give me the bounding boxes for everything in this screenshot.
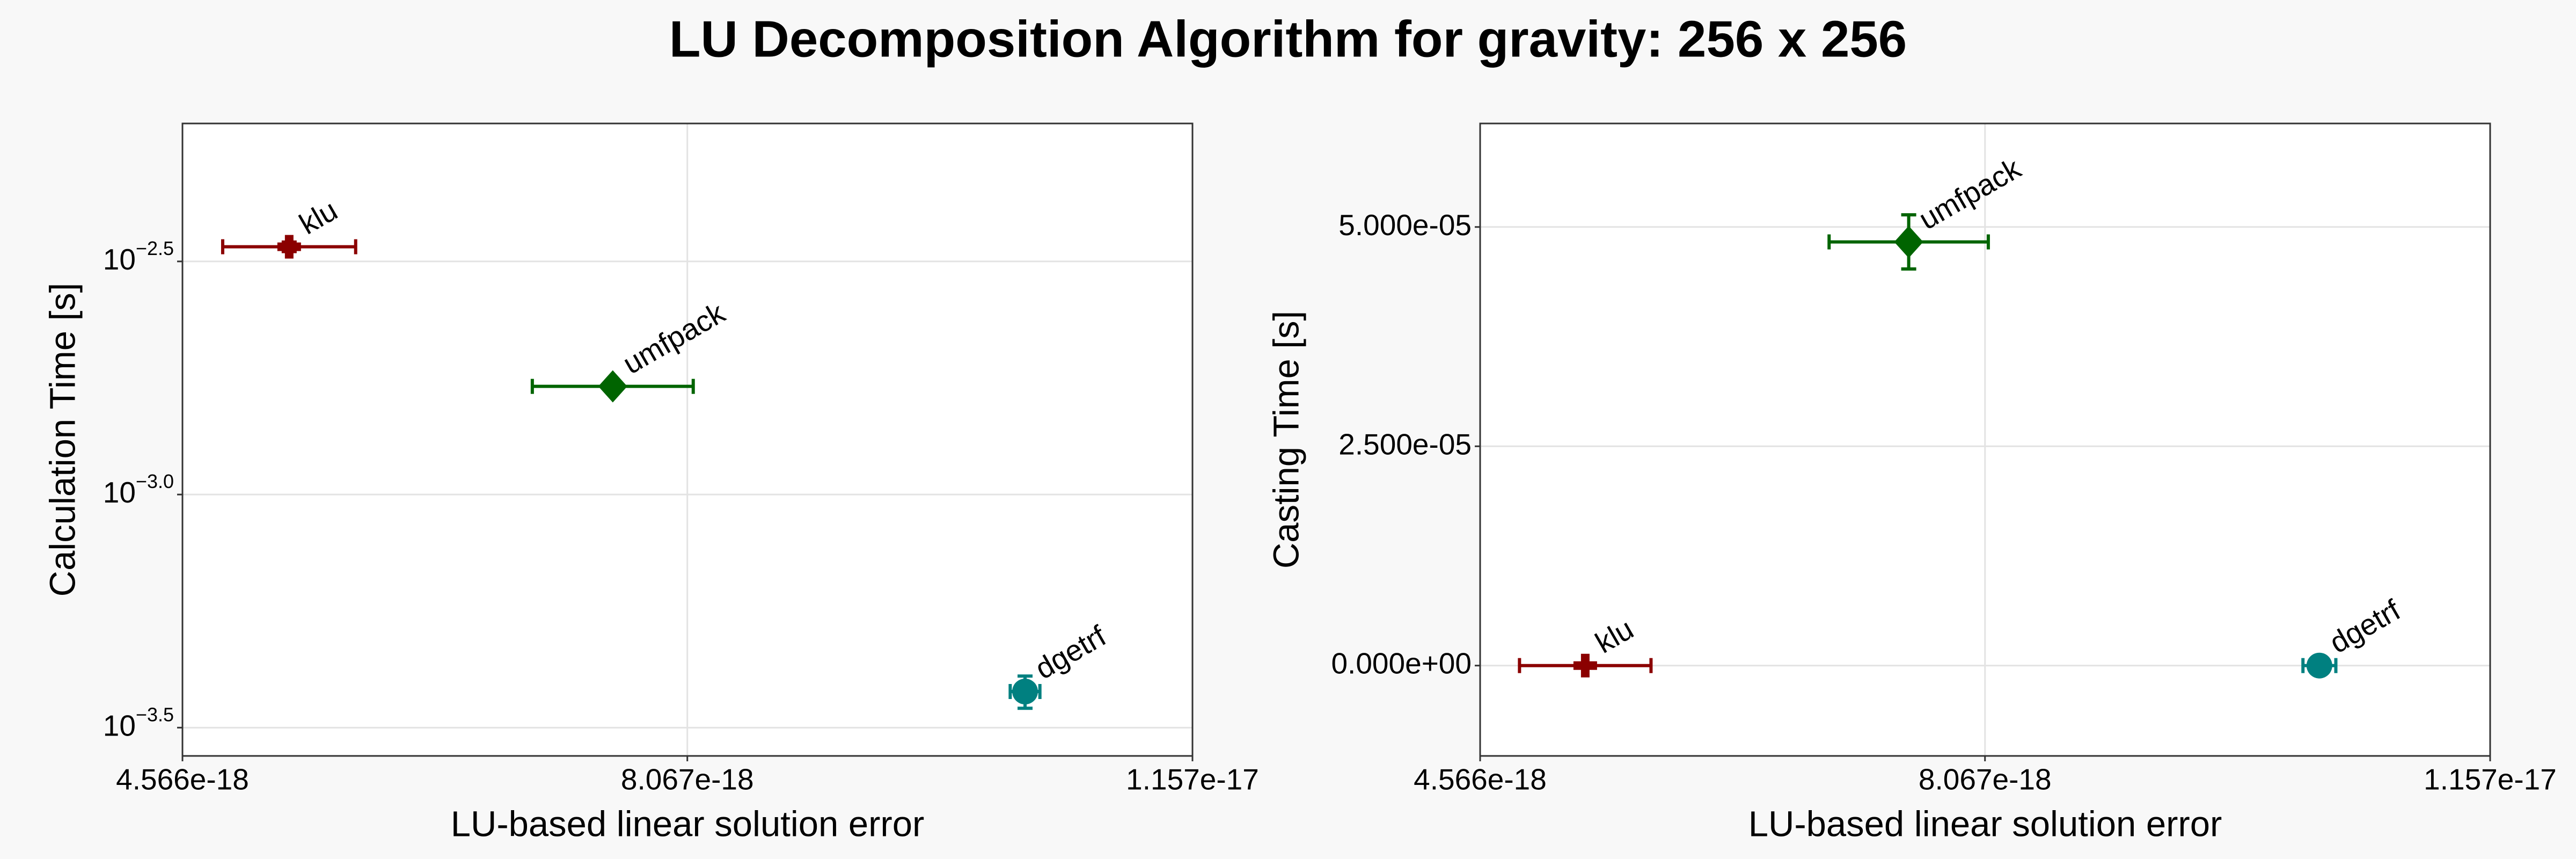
x-tick-label: 8.067e-18 [621, 763, 754, 796]
y-tick-label: 10−2.5 [103, 237, 174, 275]
y-tick-label: 2.500e-05 [1338, 427, 1472, 461]
y-tick-label: 0.000e+00 [1331, 646, 1472, 680]
y-axis-label: Casting Time [s] [1267, 311, 1307, 569]
point [1573, 653, 1597, 678]
y-tick-base: 2.500e-05 [1338, 427, 1472, 461]
y-tick-base: 10 [103, 709, 136, 742]
y-tick-base: 5.000e-05 [1338, 208, 1472, 241]
point [598, 370, 627, 403]
x-tick-label: 1.157e-17 [1126, 763, 1259, 796]
point [277, 235, 301, 259]
plot-frame [1479, 122, 2491, 757]
figure-title: LU Decomposition Algorithm for gravity: … [669, 10, 1907, 68]
x-tick-label: 4.566e-18 [116, 763, 249, 796]
x-tick-label: 8.067e-18 [1919, 763, 2052, 796]
point [1012, 679, 1038, 705]
x-axis-label: LU-based linear solution error [451, 804, 925, 845]
y-tick-base: 0.000e+00 [1331, 646, 1472, 680]
x-tick-label: 4.566e-18 [1414, 763, 1547, 796]
x-axis-label: LU-based linear solution error [1748, 804, 2222, 845]
y-tick-label: 10−3.0 [103, 470, 174, 509]
y-axis-label: Calculation Time [s] [43, 283, 83, 597]
y-tick-base: 10 [103, 476, 136, 509]
point [2306, 652, 2332, 679]
y-tick-exponent: −3.0 [136, 470, 174, 492]
y-tick-label: 5.000e-05 [1338, 208, 1472, 241]
y-tick-label: 10−3.5 [103, 703, 174, 742]
plot-frame [181, 122, 1194, 757]
y-tick-exponent: −2.5 [136, 237, 174, 259]
y-tick-exponent: −3.5 [136, 703, 174, 725]
x-tick-label: 1.157e-17 [2424, 763, 2557, 796]
point [1894, 225, 1923, 258]
y-tick-base: 10 [103, 242, 136, 275]
